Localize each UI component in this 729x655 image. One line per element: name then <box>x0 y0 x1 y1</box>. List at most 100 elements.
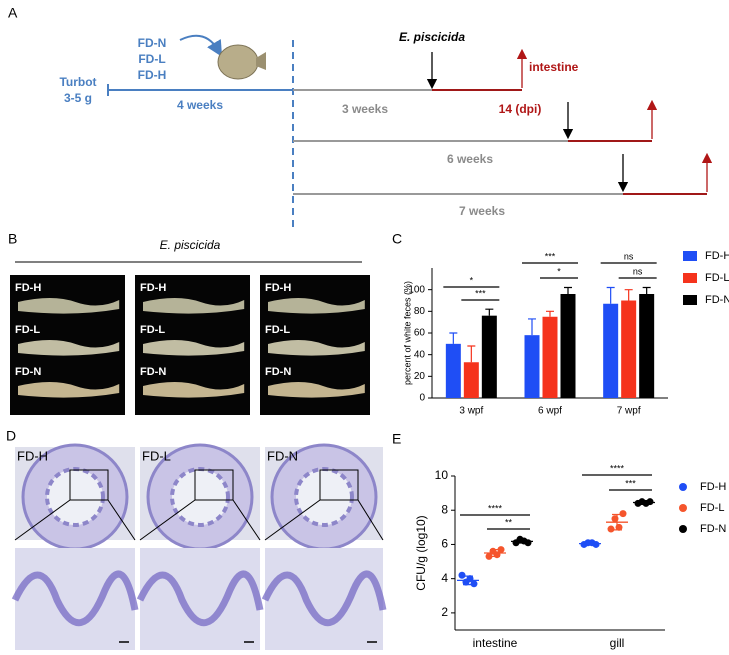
data-point <box>470 580 478 588</box>
sample-label: intestine <box>529 60 579 74</box>
x-tick-label: 3 wpf <box>459 406 483 417</box>
zoom-line <box>139 499 196 541</box>
sig-label: **** <box>488 503 503 513</box>
zoom-line <box>264 499 321 541</box>
data-point <box>619 510 627 518</box>
y-tick-label: 10 <box>435 468 449 482</box>
x-tick-label: intestine <box>473 636 518 650</box>
bar <box>560 294 576 398</box>
group-label: FD-L <box>142 448 171 463</box>
group-label: FD-N <box>140 366 166 378</box>
group-label: FD-N <box>15 366 41 378</box>
panel-title: E. piscicida <box>160 238 221 252</box>
tissue-lumen <box>294 467 354 527</box>
error-bar <box>528 318 536 336</box>
y-tick-label: 6 <box>441 537 448 551</box>
group-label: FD-L <box>265 324 290 336</box>
bar <box>542 316 558 398</box>
sig-label: *** <box>545 251 556 261</box>
intestine-sample <box>268 382 365 398</box>
start-text: Turbot <box>59 75 96 89</box>
duration: 4 weeks <box>177 98 223 112</box>
diet-label: FD-N <box>138 36 167 50</box>
panel-label: A <box>8 5 18 21</box>
zoom-box <box>194 469 234 501</box>
legend-swatch <box>679 504 687 512</box>
dpi-label: 14 (dpi) <box>499 102 542 116</box>
panel-a: A Turbot 3-5 g FD-N FD-L FD-H 4 weeks E.… <box>8 5 713 228</box>
intestine-sample <box>18 382 120 398</box>
intestine-sample <box>268 298 365 314</box>
error-bar <box>485 308 494 316</box>
legend-swatch <box>683 273 697 283</box>
legend-label: FD-H <box>700 481 726 493</box>
group-label: FD-L <box>140 324 165 336</box>
group-label: FD-H <box>265 282 291 294</box>
zoom-line <box>107 499 136 541</box>
zoom-box <box>69 469 109 501</box>
bar <box>445 343 461 398</box>
y-tick-label: 2 <box>441 605 448 619</box>
panel-label: E <box>392 431 401 447</box>
data-point <box>485 552 493 560</box>
sig-label: *** <box>625 478 636 488</box>
bar <box>621 300 637 398</box>
error-bar <box>517 539 527 544</box>
data-point <box>458 571 466 579</box>
group-label: FD-H <box>17 448 48 463</box>
group-label: FD-N <box>267 448 298 463</box>
intestine-sample <box>268 340 365 356</box>
bar <box>603 303 619 398</box>
y-tick-label: 80 <box>414 306 426 317</box>
panel-label: C <box>392 231 402 247</box>
sig-label: ns <box>624 251 634 261</box>
sig-label: ns <box>633 266 643 276</box>
fish-icon <box>217 44 259 80</box>
error-bar <box>642 286 651 294</box>
data-point <box>497 546 505 554</box>
zoom-line <box>14 499 71 541</box>
legend-swatch <box>683 295 697 305</box>
y-tick-label: 40 <box>414 349 426 360</box>
feed-arrow <box>179 34 223 57</box>
y-tick-label: 8 <box>441 502 448 516</box>
histology-zoom <box>15 548 135 650</box>
legend-label: FD-N <box>700 523 726 535</box>
panel-label: B <box>8 231 17 247</box>
y-axis-label: CFU/g (log10) <box>414 515 428 590</box>
fish-tail <box>256 52 266 70</box>
legend-label: FD-N <box>705 294 729 306</box>
zoom-box <box>319 469 359 501</box>
intestine-sample <box>143 340 245 356</box>
error-bar <box>612 513 622 531</box>
sig-label: * <box>557 266 561 276</box>
error-bar <box>467 345 476 363</box>
sig-label: * <box>470 275 474 285</box>
histology-zoom <box>265 548 383 650</box>
y-tick-label: 0 <box>419 393 425 404</box>
start-text: 3-5 g <box>64 91 92 105</box>
legend-swatch <box>679 483 687 491</box>
intestine-sample <box>18 298 120 314</box>
group-label: FD-L <box>15 324 40 336</box>
error-bar <box>624 289 633 301</box>
intestine-sample <box>143 382 245 398</box>
bar <box>481 315 497 398</box>
error-bar <box>564 286 572 294</box>
error-bar <box>490 548 500 558</box>
x-tick-label: 7 wpf <box>617 406 641 417</box>
group-label: FD-H <box>15 282 41 294</box>
duration: 6 weeks <box>447 152 493 166</box>
error-bar <box>546 310 554 317</box>
y-tick-label: 20 <box>414 371 426 382</box>
y-tick-label: 100 <box>408 284 425 295</box>
histology-zoom <box>140 548 260 650</box>
sig-label: **** <box>610 463 625 473</box>
sig-label: ** <box>505 517 513 527</box>
tissue-lumen <box>170 467 230 527</box>
error-bar <box>463 575 473 586</box>
tissue-lumen <box>45 467 105 527</box>
intestine-sample <box>143 298 245 314</box>
diet-label: FD-L <box>138 52 165 66</box>
